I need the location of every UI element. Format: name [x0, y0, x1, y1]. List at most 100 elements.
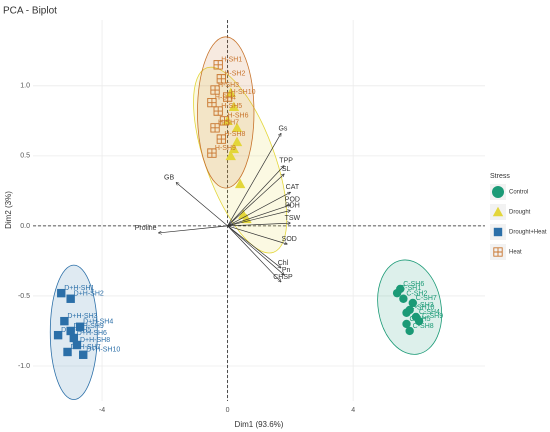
point-label: C-SH2 [406, 291, 427, 298]
point-label: C-SH7 [416, 295, 437, 302]
loading-arrow [227, 211, 291, 227]
point [225, 87, 236, 98]
loading-label: Chl [278, 260, 289, 267]
loading-arrow [227, 166, 285, 227]
point-label: H-SH2 [224, 71, 245, 78]
y-tick-label: -0.5 [18, 293, 30, 300]
point-label: H-SH7 [218, 120, 239, 127]
point-label: D+H-SH9 [74, 323, 104, 330]
loading-label: GB [164, 174, 174, 181]
x-tick-label: -4 [99, 407, 105, 414]
loading-arrow [227, 225, 288, 244]
loading-label: CAT [286, 184, 300, 191]
point [60, 316, 69, 326]
point-label: H-SH8 [224, 131, 245, 138]
point [234, 178, 246, 189]
point-label: H-SH5 [221, 103, 242, 110]
x-tick-label: 0 [226, 407, 230, 414]
loading-arrow [227, 192, 291, 227]
loading-label: TSW [285, 215, 301, 222]
point-label: H-SH4 [215, 94, 236, 101]
y-axis-title: Dim2 (3%) [4, 191, 13, 229]
point-label: H-SH3 [218, 82, 239, 89]
loading-label: SL [282, 166, 291, 173]
legend-label: Control [509, 190, 528, 196]
point-label: C-SH10 [410, 305, 435, 312]
x-axis-title: Dim1 (93.6%) [235, 420, 284, 429]
legend-label: Drought+Heat [509, 230, 547, 236]
y-tick-label: 0.5 [20, 153, 30, 160]
loading-label: Pn [282, 267, 291, 274]
loading-arrow [227, 133, 281, 227]
point-label: D+H-SH6 [77, 330, 107, 337]
loading-arrow [159, 225, 228, 233]
point [210, 85, 220, 95]
loading-label: TPP [279, 158, 293, 165]
point [66, 294, 75, 303]
point [222, 92, 233, 102]
point-label: D+H-SH1 [64, 285, 94, 292]
loading-arrow [227, 225, 285, 275]
loading-label: PDH [285, 202, 300, 209]
point [63, 347, 72, 357]
loading-arrow [227, 225, 281, 268]
loading-arrow [227, 205, 291, 227]
point-label: H-SH9 [215, 145, 236, 152]
point [402, 308, 411, 317]
point [222, 115, 233, 126]
point-label: C-SH4 [419, 309, 440, 316]
point-label: C-SH8 [413, 323, 434, 330]
point [75, 322, 85, 331]
point [53, 330, 63, 340]
point-label: D+H-SH10 [86, 347, 120, 354]
point-label: D+H-SH2 [74, 291, 104, 298]
chart-title: PCA - Biplot [3, 6, 57, 17]
legend-key [492, 206, 504, 217]
point [399, 294, 408, 303]
loading-label: SOD [282, 236, 297, 243]
y-tick-label: 0.0 [20, 223, 30, 230]
point [225, 150, 236, 161]
point [213, 60, 223, 70]
point [396, 284, 405, 294]
point-label: D+H-SH7 [71, 344, 101, 351]
point [402, 319, 411, 329]
legend-key [492, 186, 504, 198]
point [414, 316, 424, 326]
legend-label: Heat [509, 250, 522, 256]
point-label: H-SH6 [227, 113, 248, 120]
legend-label: Drought [509, 210, 531, 216]
point-label: D+H-SH4 [83, 319, 113, 326]
point [66, 326, 75, 336]
point [216, 134, 226, 144]
loading-arrow [227, 223, 291, 227]
point [228, 101, 240, 112]
legend-key [493, 227, 503, 237]
point-label: C-SH3 [413, 302, 434, 309]
loading-arrow [227, 174, 285, 227]
loading-arrow [176, 182, 228, 227]
legend-key [493, 247, 503, 257]
loading-label: Gs [278, 125, 287, 132]
point-label: H-SH1 [221, 57, 242, 64]
point [216, 74, 226, 84]
point [231, 122, 243, 133]
point-label: D+H-SH8 [80, 337, 110, 344]
point [231, 136, 243, 147]
point-label: H-SH10 [231, 89, 256, 96]
loading-label: Proline [135, 225, 157, 232]
y-tick-label: -1.0 [18, 363, 30, 370]
point [69, 333, 79, 343]
point [213, 106, 223, 116]
point [408, 298, 418, 308]
point-label: C-SH6 [403, 281, 424, 288]
y-tick-label: 1.0 [20, 83, 30, 90]
x-tick-label: 4 [351, 407, 355, 414]
loading-arrow [227, 225, 281, 282]
loading-label: POD [285, 197, 300, 204]
point [219, 116, 230, 126]
point [210, 123, 220, 133]
point [228, 143, 240, 154]
point [57, 288, 66, 298]
